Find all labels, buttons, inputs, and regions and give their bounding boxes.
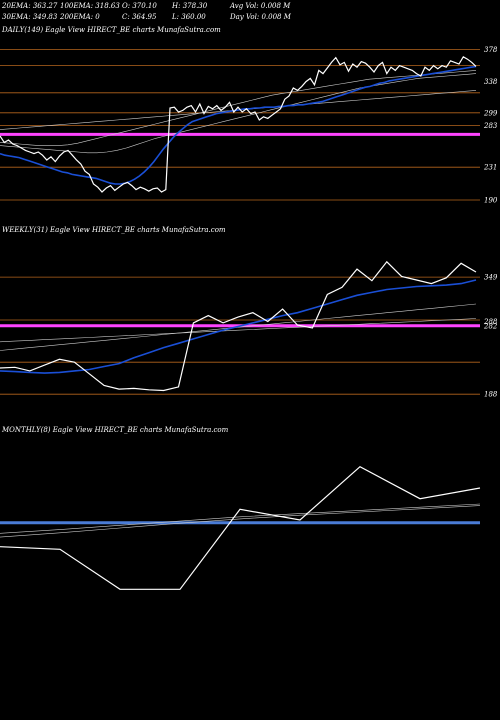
price-line-2 [0,465,481,590]
price-line-1 [0,260,477,392]
tick-label-1-2: 282 [483,322,498,330]
tick-label-1-0: 349 [484,274,498,282]
ma-line-0-0 [0,73,477,154]
monthly-chart-title: MONTHLY(8) Eagle View HIRECT_BE charts M… [2,426,229,434]
weekly-chart-title: WEEKLY(31) Eagle View HIRECT_BE charts M… [2,226,226,234]
tick-label-0-2: 299 [483,109,498,117]
stat-avg-vol: Avg Vol: 0.008 M [230,2,291,10]
tick-label-0-1: 338 [484,78,498,86]
stat-20ema: 20EMA: 363.27 [2,2,58,10]
tick-label-0-0: 378 [484,46,498,54]
ema-line-0 [0,65,477,185]
tick-label-1-1: 288 [483,318,498,326]
stat-200ema: 200EMA: 0 [60,13,100,21]
stat-high: H: 378.30 [172,2,208,10]
tick-label-0-5: 190 [484,197,498,205]
ema-line-1 [0,279,477,374]
tick-label-1-3: 188 [484,391,498,399]
stat-close: C: 364.95 [122,13,157,21]
ma-line-2-1 [0,505,481,538]
ma-line-1-1 [0,318,477,343]
tick-label-0-4: 231 [483,164,497,172]
price-line-0 [0,55,477,193]
stat-day-vol: Day Vol: 0.008 M [230,13,291,21]
stat-low: L: 360.00 [172,13,206,21]
stat-30ema: 30EMA: 349.83 [2,13,58,21]
stat-open: O: 370.10 [122,2,157,10]
ma-line-0-1 [0,70,477,146]
daily-chart-title: DAILY(149) Eagle View HIRECT_BE charts M… [2,26,221,34]
tick-label-0-3: 283 [483,122,498,130]
ma-line-2-0 [0,503,481,534]
stat-100ema: 100EMA: 318.63 [60,2,120,10]
